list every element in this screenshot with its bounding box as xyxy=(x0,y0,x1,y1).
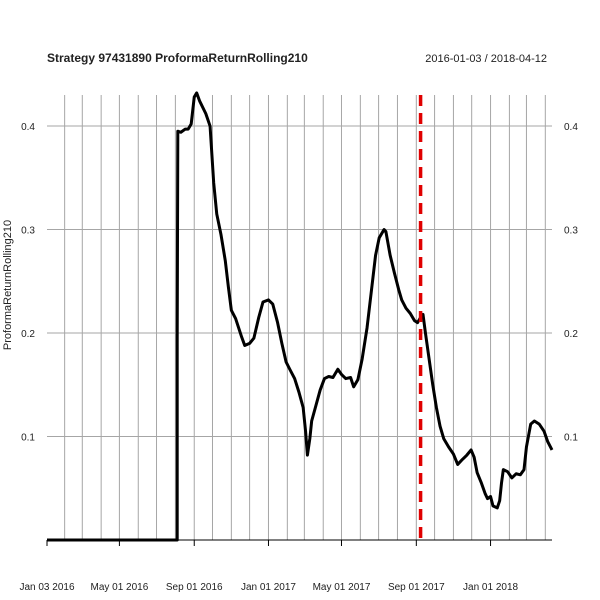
chart-date-range: 2016-01-03 / 2018-04-12 xyxy=(425,53,547,65)
x-tick-label: Sep 01 2016 xyxy=(166,582,223,593)
chart-title: Strategy 97431890 ProformaReturnRolling2… xyxy=(47,51,308,65)
y-tick-labels: 0.1 0.1 0.2 0.2 0.3 0.3 0.4 0.4 xyxy=(21,122,578,443)
x-tick-label: Jan 01 2018 xyxy=(463,582,518,593)
y-tick-label-right: 0.1 xyxy=(564,433,578,444)
series-line xyxy=(47,91,554,542)
y-axis-label: ProformaReturnRolling210 xyxy=(2,220,14,350)
y-tick-label-left: 0.1 xyxy=(21,433,35,444)
x-tick-label: May 01 2016 xyxy=(90,582,148,593)
y-tick-label-left: 0.2 xyxy=(21,329,35,340)
y-tick-label-right: 0.3 xyxy=(564,226,578,237)
y-tick-label-left: 0.4 xyxy=(21,122,35,133)
grid xyxy=(47,95,552,541)
x-tick-labels: Jan 03 2016 May 01 2016 Sep 01 2016 Jan 01 … xyxy=(19,540,519,593)
y-tick-label-left: 0.3 xyxy=(21,226,35,237)
y-tick-label-right: 0.2 xyxy=(564,329,578,340)
x-tick-label: Jan 01 2017 xyxy=(241,582,296,593)
y-tick-label-right: 0.4 xyxy=(564,122,578,133)
x-tick-label: May 01 2017 xyxy=(313,582,371,593)
x-tick-label: Jan 03 2016 xyxy=(19,582,74,593)
x-tick-label: Sep 01 2017 xyxy=(388,582,445,593)
